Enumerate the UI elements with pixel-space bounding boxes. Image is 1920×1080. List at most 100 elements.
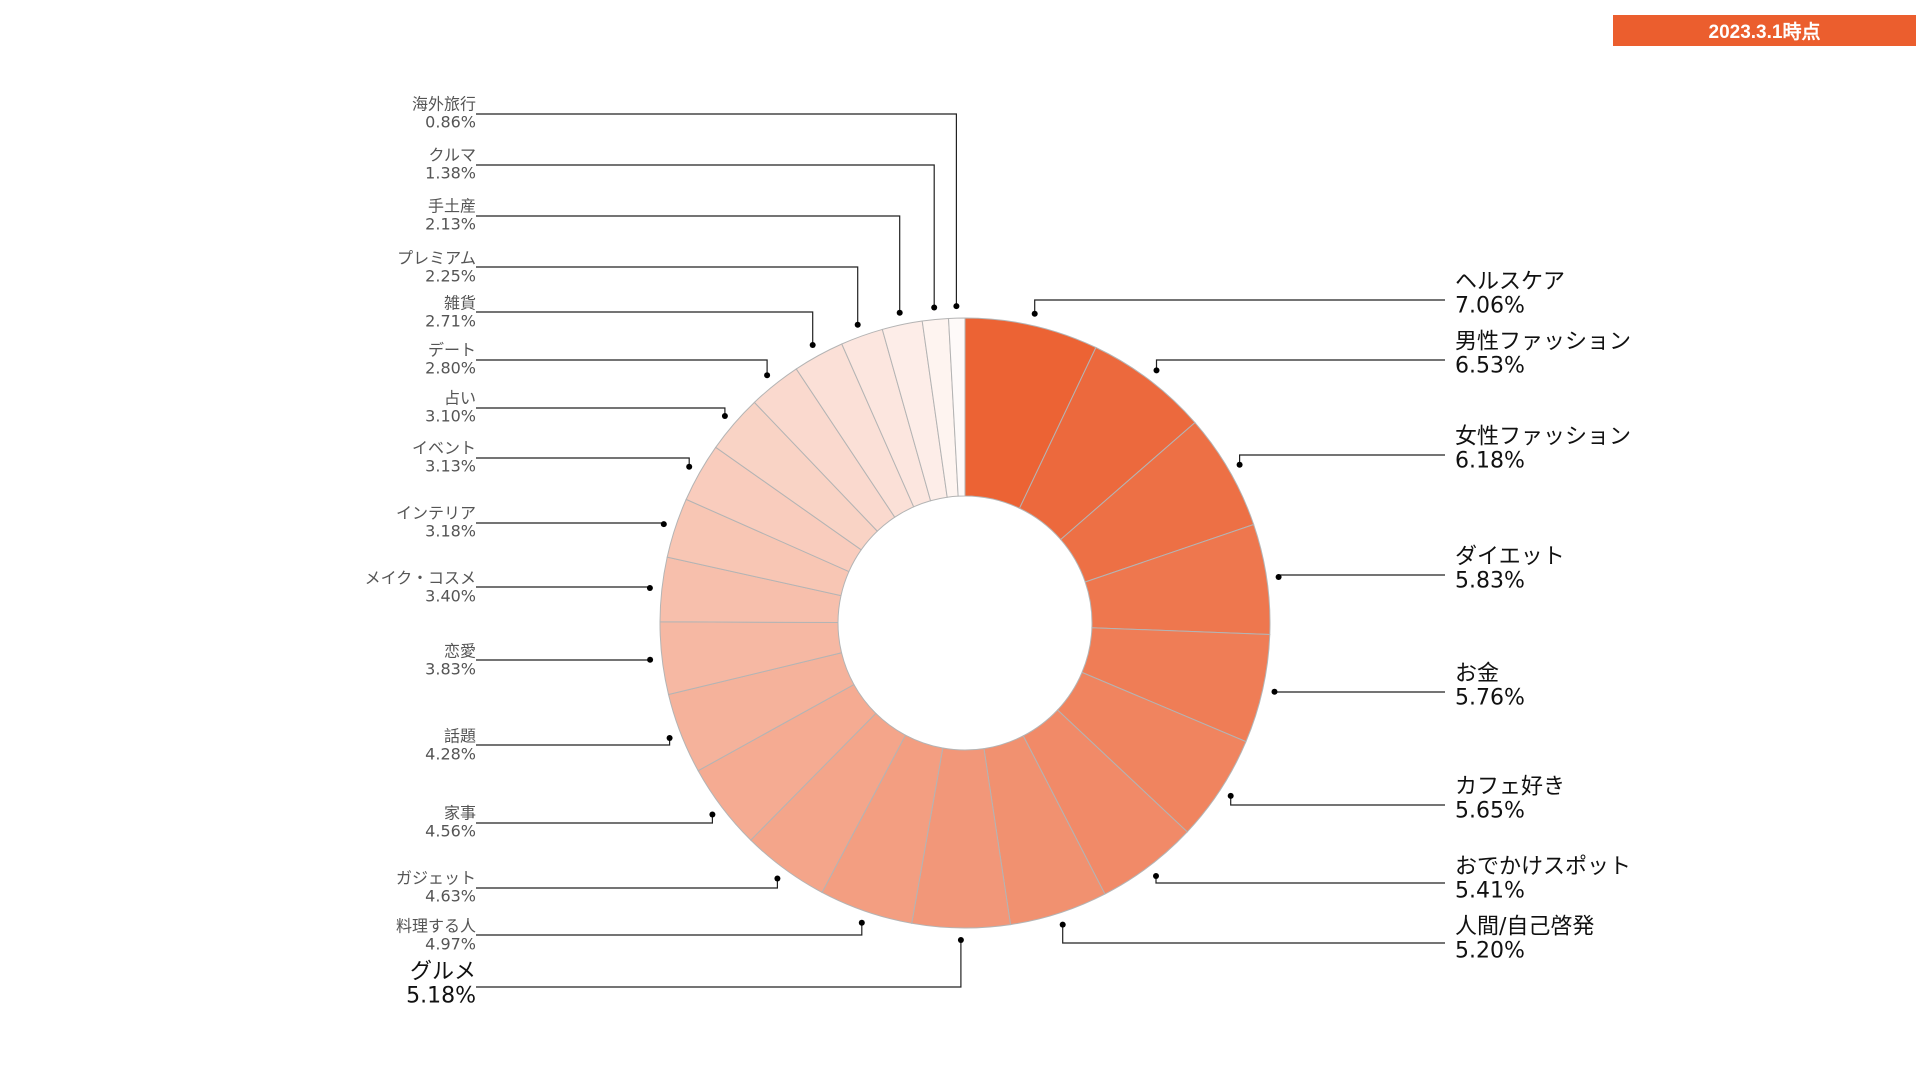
leader-dot-12 — [709, 811, 716, 818]
date-badge: 2023.3.1時点 — [1613, 15, 1916, 46]
slice-label-24: 海外旅行 — [412, 95, 476, 114]
leader-dot-8 — [1059, 921, 1066, 928]
slice-label-20: 雑貨 — [444, 294, 476, 313]
donut-slices — [659, 317, 1271, 929]
leader-line-11 — [476, 878, 779, 889]
leader-dot-11 — [774, 875, 781, 882]
leader-dot-23 — [931, 304, 938, 311]
slice-label-22: 手土産 — [428, 197, 476, 216]
slice-pct-2: 6.53% — [1455, 354, 1525, 379]
leader-line-20 — [476, 311, 814, 345]
leader-line-19 — [476, 359, 768, 376]
slice-pct-14: 3.83% — [425, 660, 476, 679]
slice-pct-13: 4.28% — [425, 745, 476, 764]
slice-label-23: クルマ — [428, 146, 476, 165]
slice-label-18: 占い — [444, 389, 476, 408]
slice-label-1: ヘルスケア — [1455, 270, 1565, 295]
slice-label-10: 料理する人 — [396, 917, 476, 936]
slice-pct-12: 4.56% — [425, 822, 476, 841]
slice-label-4: ダイエット — [1455, 545, 1565, 570]
slice-label-13: 話題 — [444, 727, 476, 746]
leader-dot-6 — [1227, 792, 1234, 799]
leader-line-10 — [476, 922, 863, 936]
leader-dot-16 — [660, 521, 667, 528]
leader-dot-1 — [1031, 310, 1038, 317]
leader-dot-24 — [953, 303, 960, 310]
leader-line-16 — [476, 522, 665, 525]
leader-dot-4 — [1275, 574, 1282, 580]
slice-label-9: グルメ — [410, 960, 476, 985]
leader-line-22 — [476, 215, 901, 313]
slice-label-19: デート — [428, 341, 476, 360]
slice-label-21: プレミアム — [397, 249, 476, 268]
leader-dot-14 — [647, 656, 654, 663]
leader-line-21 — [476, 266, 859, 325]
slice-label-17: イベント — [412, 439, 476, 458]
leader-lines — [476, 113, 1445, 988]
slice-pct-22: 2.13% — [425, 215, 476, 234]
leader-dot-22 — [896, 309, 903, 316]
leader-dot-19 — [764, 372, 771, 379]
leader-line-18 — [476, 407, 726, 416]
leader-line-15 — [476, 586, 651, 588]
slice-pct-1: 7.06% — [1455, 294, 1525, 319]
slice-label-16: インテリア — [396, 504, 476, 523]
leader-dot-9 — [957, 937, 964, 943]
slice-pct-4: 5.83% — [1455, 569, 1525, 594]
leader-line-4 — [1277, 574, 1445, 577]
leader-line-6 — [1230, 795, 1445, 806]
slice-label-15: メイク・コスメ — [365, 569, 476, 588]
leader-line-13 — [476, 738, 671, 746]
slice-label-11: ガジェット — [396, 869, 476, 888]
leader-dot-2 — [1153, 367, 1160, 374]
slice-pct-16: 3.18% — [425, 522, 476, 541]
slice-label-3: 女性ファッション — [1455, 425, 1631, 450]
slice-pct-10: 4.97% — [425, 935, 476, 954]
slice-pct-15: 3.40% — [425, 587, 476, 606]
leader-dot-18 — [721, 413, 728, 419]
slice-label-5: お金 — [1455, 662, 1499, 687]
slice-24 — [948, 317, 966, 497]
leader-line-24 — [476, 113, 958, 307]
slice-pct-17: 3.13% — [425, 457, 476, 476]
slice-pct-19: 2.80% — [425, 359, 476, 378]
slice-label-12: 家事 — [444, 804, 476, 823]
leader-dot-5 — [1271, 688, 1278, 695]
leader-dot-17 — [686, 463, 693, 470]
slice-pct-9: 5.18% — [406, 984, 476, 1009]
slice-pct-24: 0.86% — [425, 113, 476, 132]
leader-line-1 — [1034, 299, 1445, 314]
slice-pct-3: 6.18% — [1455, 449, 1525, 474]
leader-line-2 — [1155, 359, 1445, 371]
slice-pct-11: 4.63% — [425, 887, 476, 906]
slice-pct-8: 5.20% — [1455, 939, 1525, 964]
slice-pct-18: 3.10% — [425, 407, 476, 426]
slice-pct-5: 5.76% — [1455, 686, 1525, 711]
slice-label-14: 恋愛 — [444, 642, 476, 661]
leader-line-7 — [1155, 876, 1445, 884]
leader-dot-20 — [809, 342, 816, 348]
leader-dot-13 — [666, 735, 673, 741]
slice-pct-6: 5.65% — [1455, 799, 1525, 824]
leader-line-9 — [476, 940, 962, 988]
slice-label-7: おでかけスポット — [1455, 855, 1631, 880]
leader-dot-7 — [1153, 873, 1159, 879]
leader-dot-10 — [858, 919, 865, 926]
leader-dot-21 — [854, 321, 861, 328]
leader-line-17 — [476, 457, 690, 467]
slice-pct-23: 1.38% — [425, 164, 476, 183]
leader-line-12 — [476, 814, 714, 824]
slice-pct-7: 5.41% — [1455, 879, 1525, 904]
leader-line-23 — [476, 164, 935, 308]
leader-line-3 — [1238, 454, 1445, 465]
slice-label-6: カフェ好き — [1455, 775, 1565, 800]
slice-pct-20: 2.71% — [425, 312, 476, 331]
slice-pct-21: 2.25% — [425, 267, 476, 286]
leader-dot-3 — [1236, 461, 1243, 468]
slice-label-8: 人間/自己啓発 — [1455, 915, 1594, 940]
slice-label-2: 男性ファッション — [1455, 330, 1631, 355]
leader-line-8 — [1062, 924, 1445, 944]
leader-dot-15 — [646, 585, 653, 591]
